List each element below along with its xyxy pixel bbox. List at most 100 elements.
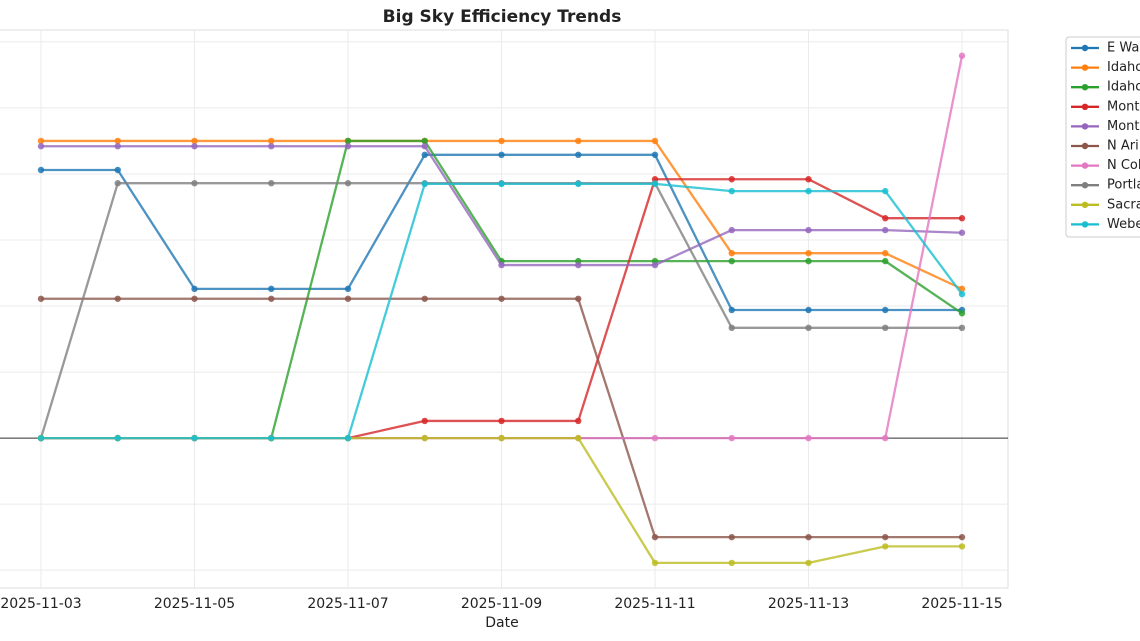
- data-point: [651, 533, 659, 541]
- data-point: [37, 166, 45, 174]
- data-point: [728, 306, 735, 314]
- data-point: [498, 137, 505, 145]
- data-point: [575, 180, 582, 188]
- data-point: [421, 151, 428, 159]
- data-point: [191, 434, 198, 442]
- data-point: [882, 187, 889, 195]
- data-point: [191, 137, 198, 145]
- x-tick-label: 2025-11-09: [461, 596, 542, 612]
- x-tick-label: 2025-11-13: [768, 596, 849, 612]
- data-point: [114, 434, 121, 442]
- data-point: [37, 143, 45, 150]
- data-point: [421, 434, 428, 442]
- data-point: [728, 226, 735, 234]
- data-point: [191, 285, 198, 293]
- data-point: [268, 143, 275, 150]
- data-point: [498, 295, 505, 302]
- data-point: [651, 434, 659, 442]
- data-point: [191, 295, 198, 302]
- data-point: [958, 290, 966, 298]
- x-tick-label: 2025-11-05: [154, 596, 235, 612]
- data-point: [805, 533, 812, 541]
- legend-marker: [1081, 182, 1089, 189]
- data-point: [268, 434, 275, 442]
- x-tick-label: 2025-11-11: [614, 596, 695, 612]
- legend-marker: [1081, 64, 1089, 71]
- data-point: [805, 250, 812, 257]
- chart-title: Big Sky Efficiency Trends: [383, 7, 622, 27]
- data-point: [575, 137, 582, 145]
- data-point: [575, 295, 582, 302]
- data-point: [958, 52, 966, 59]
- legend-label: Sacra: [1107, 197, 1140, 212]
- data-point: [882, 215, 889, 222]
- data-point: [114, 166, 121, 174]
- legend-marker: [1081, 84, 1089, 91]
- data-point: [268, 295, 275, 302]
- data-point: [882, 533, 889, 541]
- data-point: [575, 151, 582, 159]
- data-point: [728, 176, 735, 183]
- legend-marker: [1081, 162, 1089, 169]
- data-point: [191, 180, 198, 187]
- data-point: [37, 434, 45, 442]
- data-point: [421, 295, 428, 302]
- data-point: [805, 306, 812, 314]
- data-point: [805, 559, 812, 567]
- legend-label: Mont: [1107, 119, 1140, 134]
- data-point: [575, 434, 582, 442]
- data-point: [805, 324, 812, 332]
- data-point: [421, 417, 428, 425]
- legend-marker: [1081, 221, 1089, 228]
- data-point: [498, 151, 505, 159]
- legend-marker: [1081, 44, 1089, 52]
- data-point: [958, 324, 966, 332]
- data-point: [882, 257, 889, 265]
- data-point: [805, 176, 812, 183]
- data-point: [344, 434, 352, 442]
- data-point: [805, 226, 812, 234]
- legend-marker: [1081, 142, 1089, 150]
- legend-marker: [1081, 103, 1089, 111]
- legend-label: Idaho: [1107, 80, 1140, 95]
- data-point: [344, 137, 352, 145]
- data-point: [882, 226, 889, 234]
- data-point: [958, 215, 966, 222]
- data-point: [575, 417, 582, 425]
- data-point: [421, 143, 428, 150]
- data-point: [882, 250, 889, 257]
- data-point: [344, 143, 352, 150]
- data-point: [651, 559, 659, 567]
- data-point: [882, 324, 889, 332]
- data-point: [958, 229, 966, 236]
- data-point: [268, 285, 275, 293]
- data-point: [882, 434, 889, 442]
- data-point: [37, 137, 45, 145]
- data-point: [575, 261, 582, 269]
- data-point: [651, 137, 659, 145]
- data-point: [114, 143, 121, 150]
- legend-label: Idaho: [1107, 60, 1140, 75]
- data-point: [344, 180, 352, 187]
- data-point: [114, 137, 121, 145]
- legend-label: N Col: [1107, 158, 1140, 173]
- data-point: [728, 434, 735, 442]
- data-point: [882, 306, 889, 314]
- data-point: [728, 559, 735, 567]
- x-tick-label: 2025-11-07: [307, 596, 388, 612]
- data-point: [37, 295, 45, 302]
- data-point: [268, 137, 275, 145]
- data-point: [344, 295, 352, 302]
- data-point: [958, 543, 966, 550]
- x-tick-label: 2025-11-15: [921, 596, 1002, 612]
- legend-label: Mont: [1107, 99, 1140, 114]
- data-point: [958, 533, 966, 541]
- data-point: [191, 143, 198, 150]
- data-point: [728, 250, 735, 257]
- legend-marker: [1081, 201, 1089, 208]
- legend-label: Webe: [1107, 217, 1140, 232]
- data-point: [882, 543, 889, 550]
- data-point: [805, 434, 812, 442]
- legend-label: E Wa: [1107, 41, 1139, 56]
